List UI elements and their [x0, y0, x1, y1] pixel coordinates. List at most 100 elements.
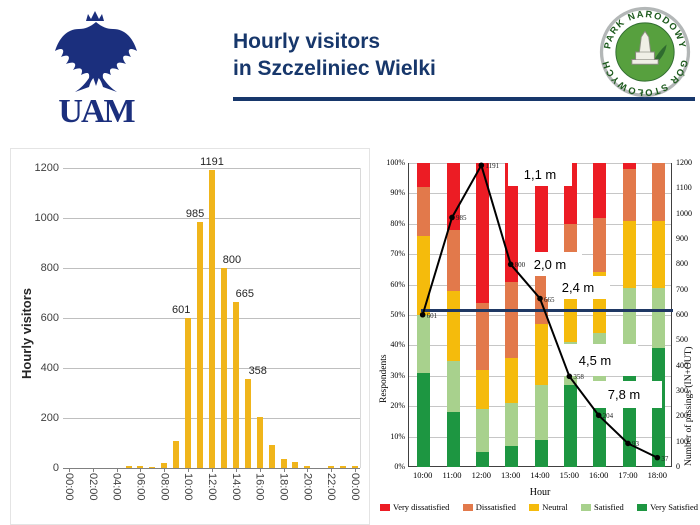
- line-point-label: 37: [661, 454, 669, 463]
- y-tick-label: 1200: [34, 162, 59, 174]
- line-marker: [654, 454, 661, 461]
- stacked-segment-neutral: [651, 220, 665, 288]
- uam-logo-text: UAM: [58, 93, 135, 130]
- bar-value-label: 665: [235, 287, 254, 300]
- stacked-segment-satisfied: [446, 360, 460, 413]
- stacked-segment-very-dissatisfied: [593, 163, 607, 218]
- bar-value-label: 601: [171, 303, 191, 316]
- line-marker: [625, 440, 631, 447]
- title-line-1: Hourly visitors: [233, 30, 381, 53]
- visitor-bar: [173, 440, 180, 468]
- line-point-label: 204: [602, 412, 614, 421]
- visitor-bar: [328, 465, 335, 468]
- x-tick-mark: [212, 468, 213, 472]
- stacked-segment-dissatisfied: [505, 281, 519, 358]
- x-tick-mark: [331, 468, 333, 472]
- stacked-segment-satisfied: [475, 409, 489, 452]
- stacked-segment-very-satisfied: [505, 445, 519, 467]
- x-tick-label: 00:00: [62, 473, 75, 501]
- annotation-7-8-m: 7,8 m: [586, 381, 662, 408]
- visitor-bar: [268, 444, 275, 468]
- left-axis-tick-label: 20%: [390, 401, 405, 411]
- national-park-logo: PARK NARODOWY GÓR STOŁOWYCH: [598, 5, 692, 99]
- visitor-bar: [137, 465, 144, 468]
- x-tick-label: 02:00: [86, 473, 99, 501]
- legend-label: Very Satisfied: [650, 502, 698, 512]
- bar-value-label: 1191: [200, 156, 224, 169]
- visitor-bar: [352, 465, 359, 468]
- x-tick-mark: [92, 468, 94, 472]
- x-tick-mark: [355, 468, 357, 472]
- stacked-segment-very-satisfied: [534, 439, 548, 467]
- line-point-label: 358: [573, 373, 584, 382]
- left-axis-tick-label: 80%: [390, 218, 405, 228]
- left-axis-tick-label: 30%: [390, 370, 405, 380]
- stacked-segment-satisfied: [534, 384, 548, 440]
- stacked-segment-very-dissatisfied: [417, 163, 431, 188]
- legend-swatch-icon: [380, 503, 390, 511]
- title-divider: [233, 97, 695, 101]
- passings-line: [419, 162, 661, 461]
- line-point-label: 800: [514, 261, 526, 270]
- visitor-bar: [149, 466, 156, 468]
- stacked-segment-dissatisfied: [417, 187, 431, 236]
- right-axis-tick-label: 700: [676, 284, 688, 294]
- legend-swatch-icon: [581, 503, 591, 511]
- left-axis-tick-label: 10%: [390, 431, 405, 441]
- x-tick-mark: [164, 468, 166, 472]
- legend-swatch-icon: [529, 503, 540, 511]
- x-tick-label: 11:00: [442, 470, 462, 480]
- stacked-segment-neutral: [446, 290, 460, 361]
- left-axis-tick-label: 50%: [390, 310, 405, 319]
- x-tick-mark: [188, 468, 190, 472]
- left-axis-tick-label: 40%: [390, 340, 405, 350]
- stacked-segment-neutral: [563, 284, 577, 343]
- line-marker: [449, 214, 455, 221]
- stacked-segment-very-satisfied: [475, 451, 489, 467]
- line-point-label: 93: [632, 440, 639, 449]
- visitor-bar: [244, 378, 251, 468]
- annotation-1-1-m: 1,1 m: [508, 162, 572, 186]
- x-tick-label: 14:00: [530, 470, 550, 480]
- x-tick-label: 13:00: [500, 470, 521, 480]
- stacked-segment-neutral: [417, 235, 431, 315]
- x-tick-label: 04:00: [110, 473, 123, 501]
- stacked-segment-very-satisfied: [563, 384, 577, 467]
- stacked-segment-dissatisfied: [651, 163, 665, 221]
- line-marker: [566, 373, 573, 380]
- visitor-bar: [340, 466, 347, 468]
- legend-item: Dissatisfied: [462, 502, 516, 512]
- x-tick-mark: [283, 468, 285, 472]
- right-axis-tick-label: 1100: [676, 183, 692, 193]
- satisfaction-stacked-chart: Respondents Number of passings (IN+OUT) …: [378, 148, 700, 525]
- legend-label: Satisfied: [594, 502, 624, 512]
- x-tick-label: 10:00: [182, 473, 195, 501]
- left-axis-tick-label: 70%: [390, 249, 405, 259]
- y-tick-label: 200: [40, 412, 59, 424]
- stacked-segment-very-dissatisfied: [475, 163, 489, 303]
- right-axis-tick-label: 200: [676, 411, 688, 421]
- x-tick-mark: [259, 468, 261, 472]
- stacked-segment-dissatisfied: [446, 229, 460, 291]
- right-axis-tick-label: 600: [676, 310, 688, 319]
- right-axis-tick-label: 900: [676, 234, 688, 243]
- stacked-segment-neutral: [505, 357, 519, 404]
- x-tick-label: 22:00: [325, 473, 338, 501]
- legend-item: Very Satisfied: [637, 502, 698, 512]
- line-marker: [507, 261, 514, 268]
- line-point-label: 985: [456, 214, 467, 223]
- y-tick-label: 0: [52, 462, 59, 474]
- line-marker: [595, 412, 602, 419]
- left-axis-tick-label: 0%: [394, 462, 405, 471]
- bar-value-label: 800: [222, 254, 242, 266]
- x-tick-label: 06:00: [134, 473, 147, 501]
- y-tick-label: 1000: [34, 212, 59, 224]
- visitor-bar: [209, 170, 215, 468]
- x-tick-mark: [307, 468, 309, 472]
- x-tick-mark: [235, 468, 237, 472]
- stacked-segment-very-dissatisfied: [534, 163, 548, 270]
- legend-item: Satisfied: [581, 502, 624, 512]
- stacked-segment-neutral: [475, 369, 489, 410]
- right-chart-x-axis-title: Hour: [529, 487, 551, 498]
- legend-label: Neutral: [542, 502, 568, 512]
